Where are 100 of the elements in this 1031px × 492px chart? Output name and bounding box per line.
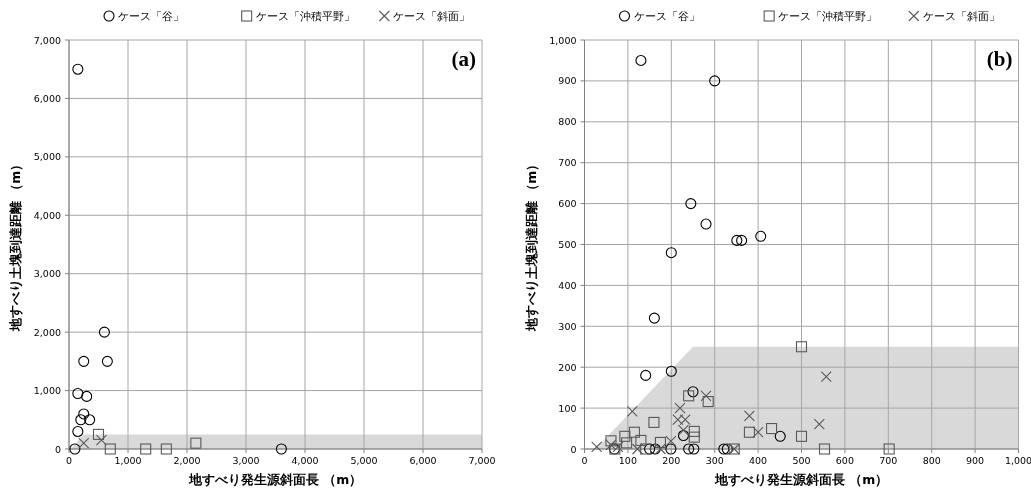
- point: [688, 425, 700, 437]
- y-tick-label: 0: [570, 443, 577, 455]
- y-axis-title: 地すべり土塊到達距離 （m）: [8, 157, 23, 333]
- y-tick-label: 300: [558, 320, 577, 332]
- y-tick-label: 1,000: [549, 34, 577, 46]
- point: [78, 408, 90, 420]
- point: [687, 386, 699, 398]
- x-tick-label: 100: [618, 455, 637, 466]
- point: [688, 431, 700, 443]
- point: [685, 198, 697, 210]
- point: [101, 355, 113, 367]
- x-tick-label: 5,000: [350, 455, 378, 466]
- point: [677, 429, 689, 442]
- x-tick-label: 7,000: [468, 455, 496, 466]
- point: [743, 426, 755, 438]
- point: [92, 428, 105, 440]
- y-tick-label: 6,000: [33, 92, 61, 104]
- point: [774, 430, 786, 442]
- y-tick-label: 500: [558, 239, 577, 250]
- point: [635, 434, 647, 446]
- point: [84, 414, 96, 426]
- y-tick-label: 1,000: [33, 385, 61, 397]
- legend-label: ケース「谷」: [118, 10, 184, 22]
- point: [649, 443, 661, 455]
- point: [883, 443, 895, 455]
- point: [665, 443, 677, 455]
- y-tick-label: 700: [558, 157, 577, 169]
- x-tick-label: 2,000: [173, 455, 201, 466]
- y-tick-label: 900: [558, 75, 577, 87]
- point: [709, 75, 721, 87]
- point: [665, 435, 677, 447]
- y-tick-label: 400: [558, 279, 577, 291]
- x-tick-label: 900: [966, 455, 985, 466]
- x-tick-label: 800: [922, 455, 941, 466]
- point: [820, 371, 832, 383]
- legend-label: ケース「谷」: [633, 10, 700, 22]
- x-tick-label: 4,000: [291, 455, 319, 466]
- point: [665, 365, 677, 377]
- point: [702, 396, 714, 408]
- point: [72, 63, 84, 75]
- point: [648, 416, 660, 428]
- y-axis-title: 地すべり土塊到達距離 （m）: [523, 157, 539, 333]
- y-tick-label: 2,000: [33, 326, 61, 338]
- point: [640, 443, 652, 455]
- point: [795, 430, 808, 442]
- point: [818, 443, 831, 455]
- point: [81, 390, 93, 402]
- point: [648, 312, 660, 324]
- y-tick-label: 600: [558, 198, 577, 210]
- x-tick-label: 200: [662, 455, 681, 466]
- point: [795, 341, 808, 353]
- x-tick-label: 600: [835, 455, 854, 466]
- y-tick-label: 800: [558, 116, 577, 128]
- x-tick-label: 0: [581, 455, 588, 466]
- point: [688, 443, 700, 455]
- point: [95, 434, 107, 446]
- point: [644, 443, 656, 455]
- x-tick-label: 3,000: [232, 455, 260, 466]
- point: [75, 414, 87, 426]
- x-tick-label: 6,000: [409, 455, 437, 466]
- point: [700, 390, 712, 402]
- point: [674, 402, 686, 414]
- x-tick-label: 400: [749, 455, 768, 466]
- annotation: (a): [451, 47, 476, 71]
- x-axis-title: 地すべり発生源斜面長 （m）: [713, 472, 889, 487]
- point: [628, 426, 640, 438]
- point: [78, 355, 90, 367]
- point: [275, 443, 287, 455]
- y-tick-label: 100: [558, 402, 577, 414]
- y-tick-label: 3,000: [33, 268, 61, 280]
- y-tick-label: 5,000: [33, 151, 61, 163]
- point: [631, 443, 643, 455]
- x-tick-label: 1,000: [1004, 455, 1031, 466]
- y-tick-label: 7,000: [33, 34, 61, 46]
- point: [619, 430, 631, 442]
- point: [677, 424, 689, 436]
- point: [69, 443, 81, 455]
- point: [766, 423, 778, 435]
- y-tick-label: 200: [558, 361, 577, 373]
- legend-label: ケース「斜面」: [922, 10, 1000, 22]
- point: [665, 247, 677, 259]
- legend-label: ケース「沖積平野」: [255, 10, 355, 22]
- x-tick-label: 1,000: [114, 455, 142, 466]
- point: [736, 234, 748, 246]
- annotation: (b): [986, 47, 1013, 71]
- x-tick-label: 0: [65, 455, 73, 466]
- point: [683, 443, 695, 455]
- x-tick-label: 500: [792, 455, 811, 466]
- point: [640, 369, 652, 381]
- point: [700, 218, 712, 230]
- point: [98, 326, 110, 338]
- point: [813, 418, 825, 430]
- point: [626, 405, 638, 417]
- legend-label: ケース「斜面」: [393, 10, 471, 22]
- point: [72, 425, 84, 438]
- x-tick-label: 700: [879, 455, 898, 466]
- y-tick-label: 4,000: [33, 209, 61, 221]
- point: [654, 436, 666, 449]
- point: [605, 435, 617, 447]
- point: [140, 443, 152, 455]
